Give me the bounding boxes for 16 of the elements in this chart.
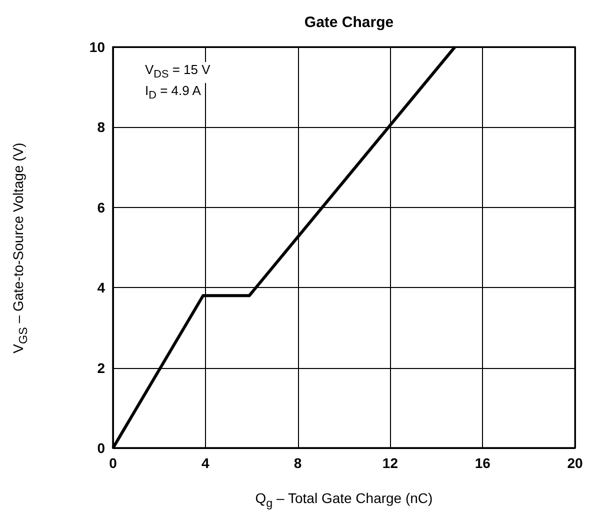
x-axis-title: Q$_{g}$ – Total Gate Charge (nC) [255, 490, 433, 510]
x-tick-label: 4 [202, 455, 210, 471]
y-tick-label: 4 [97, 280, 106, 296]
y-tick-label: 2 [97, 360, 106, 376]
y-tick-label: 8 [97, 119, 106, 136]
x-tick-label: 12 [382, 455, 398, 471]
chart-title: Gate Charge [304, 14, 394, 31]
x-tick-label: 20 [567, 455, 583, 471]
x-tick-label: 16 [474, 455, 491, 471]
y-tick-label: 6 [97, 199, 106, 216]
annotation: I$_{D}$ = 4.9 A [145, 82, 203, 104]
annotation: V$_{DS}$ = 15 V [145, 62, 212, 83]
x-tick-label: 8 [294, 455, 302, 471]
y-tick-label: 0 [97, 440, 106, 456]
y-tick-label: 10 [89, 39, 106, 55]
x-tick-label: 0 [109, 455, 118, 471]
